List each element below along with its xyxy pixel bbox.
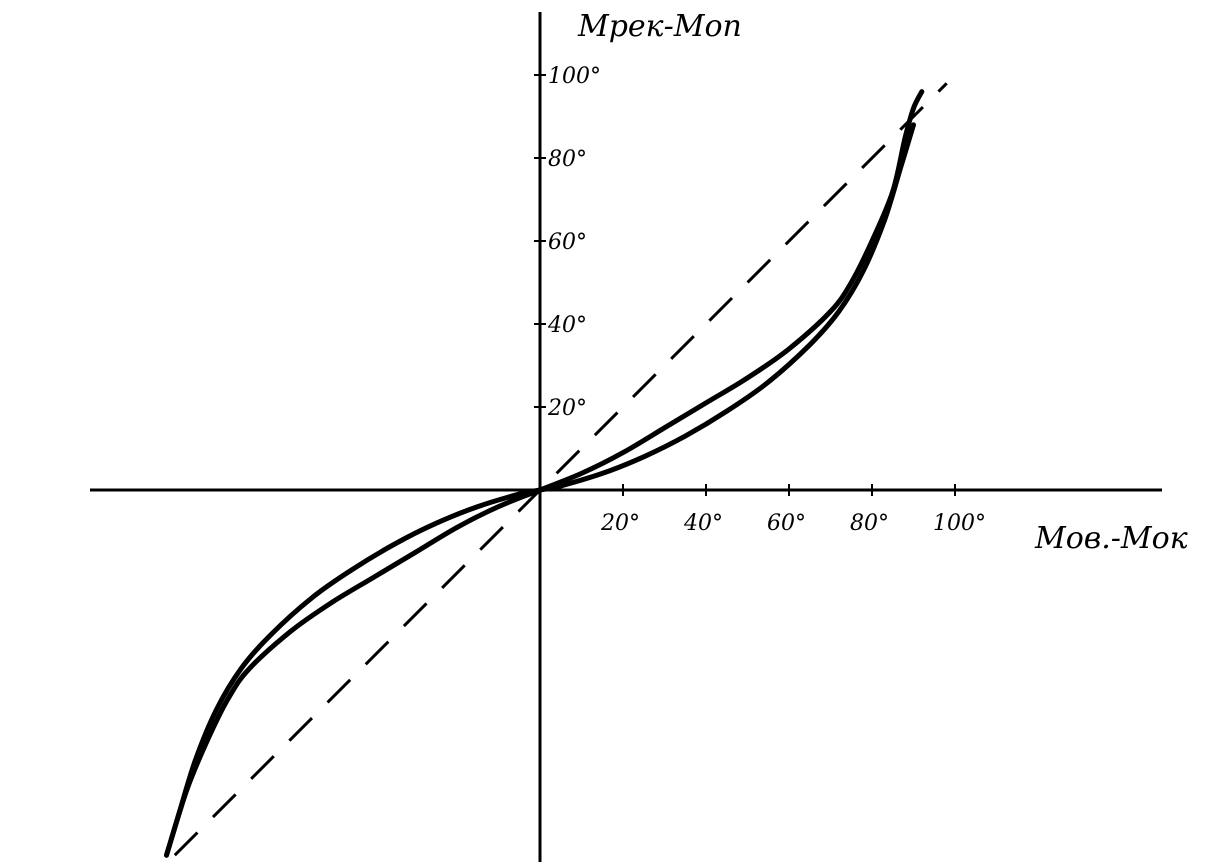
y-tick-label: 100° bbox=[548, 64, 601, 89]
series-curve-2 bbox=[164, 122, 916, 858]
x-tick-label: 40° bbox=[683, 511, 723, 536]
y-tick-label: 80° bbox=[548, 147, 587, 172]
axes bbox=[90, 12, 1162, 862]
x-tick-label: 60° bbox=[767, 511, 806, 536]
y-tick-label: 40° bbox=[547, 313, 587, 338]
ticks: 20° 40° 60° 80° 100° 20° 40° 60° 80° 100° bbox=[534, 64, 986, 536]
series bbox=[164, 82, 948, 858]
y-axis-label: Mрек-Mоп bbox=[577, 9, 742, 44]
diagonal-dashed-line bbox=[173, 82, 948, 857]
y-tick-label: 60° bbox=[548, 230, 587, 255]
x-axis-label: Mов.-Mок bbox=[1034, 521, 1188, 556]
y-tick-label: 20° bbox=[547, 396, 587, 421]
series-curve-1 bbox=[164, 89, 925, 858]
x-tick-label: 80° bbox=[850, 511, 889, 536]
x-tick-label: 100° bbox=[933, 511, 986, 536]
x-tick-label: 20° bbox=[600, 511, 640, 536]
